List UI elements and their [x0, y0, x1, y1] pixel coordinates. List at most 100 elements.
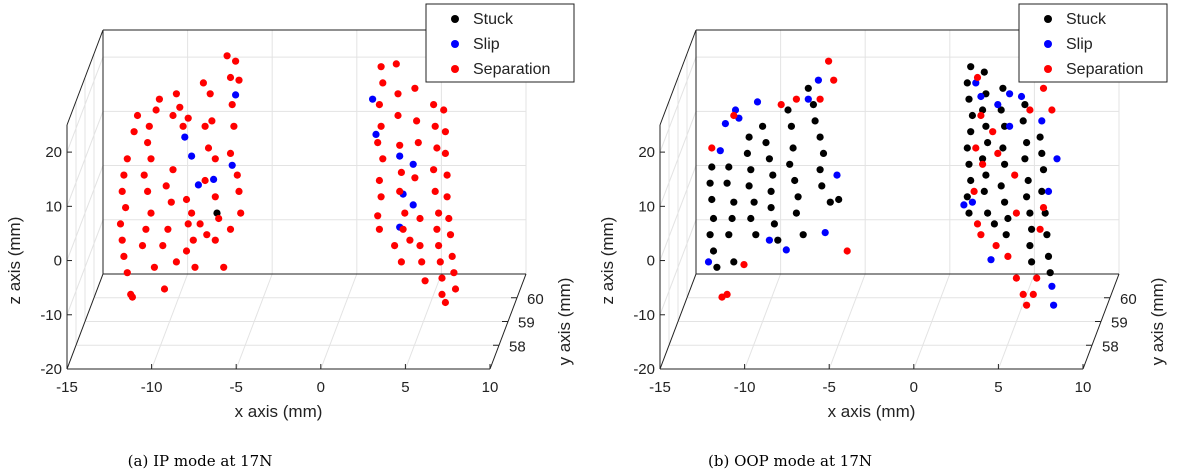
x-tick-label: 0 — [910, 379, 918, 396]
point-stuck — [984, 209, 992, 217]
point-separation — [122, 204, 130, 212]
point-stuck — [997, 106, 1005, 114]
z-tick-label: 20 — [45, 144, 62, 161]
point-stuck — [965, 95, 973, 103]
point-separation — [375, 176, 383, 185]
point-slip — [409, 160, 417, 168]
point-separation — [436, 258, 444, 266]
point-stuck — [745, 133, 753, 141]
point-separation — [142, 225, 150, 233]
point-separation — [708, 144, 716, 152]
point-separation — [374, 212, 382, 220]
x-axis-label: x axis (mm) — [235, 402, 323, 421]
legend-label-stuck: Stuck — [1066, 11, 1107, 28]
y-axis-label: y axis (mm) — [555, 278, 574, 366]
point-separation — [138, 242, 147, 250]
point-slip — [369, 95, 377, 103]
x-tick-label: -15 — [649, 379, 671, 396]
point-stuck — [747, 166, 755, 174]
floor-left-edge — [659, 273, 697, 370]
point-stuck — [1001, 122, 1009, 130]
x-tick-label: -15 — [56, 379, 78, 396]
point-stuck — [774, 236, 782, 244]
point-separation — [446, 231, 455, 239]
point-separation — [233, 171, 241, 179]
y-axis-label: y axis (mm) — [1148, 278, 1167, 366]
y-tick-label: 60 — [527, 291, 544, 308]
point-stuck — [784, 106, 792, 114]
point-slip — [960, 201, 968, 209]
z-tick-label: 0 — [54, 253, 62, 270]
point-stuck — [963, 79, 971, 87]
point-separation — [184, 114, 192, 122]
grid-line-z-side — [659, 165, 697, 261]
point-separation — [203, 231, 211, 239]
point-separation — [718, 293, 726, 301]
point-stuck — [979, 155, 987, 163]
point-stuck — [1038, 149, 1046, 157]
point-slip — [228, 161, 236, 169]
z-tick-label: -10 — [633, 307, 655, 324]
point-stuck — [708, 163, 716, 171]
point-stuck — [809, 101, 818, 109]
x-tick-label: -5 — [230, 379, 243, 396]
point-stuck — [982, 171, 990, 179]
x-tick-label: 10 — [1075, 379, 1092, 396]
point-separation — [443, 171, 451, 179]
point-separation — [164, 225, 172, 233]
point-slip — [232, 91, 240, 99]
panel-oop-mode: -15 -10 -5 0 5 10 -20 -10 0 10 20 58 59 60 x axis (mm)… — [598, 3, 1168, 421]
point-stuck — [725, 231, 733, 239]
point-separation — [377, 63, 385, 71]
point-slip — [372, 130, 380, 138]
point-separation — [440, 106, 448, 114]
series-slip — [704, 76, 1061, 309]
point-slip — [716, 147, 724, 155]
point-separation — [211, 236, 219, 244]
point-separation — [237, 209, 245, 217]
point-slip — [782, 246, 790, 254]
point-separation — [431, 187, 439, 195]
point-separation — [421, 277, 429, 285]
point-stuck — [787, 122, 796, 130]
y-tick-label: 60 — [1120, 291, 1137, 308]
point-separation — [1012, 209, 1021, 217]
point-separation — [159, 242, 167, 250]
point-stuck — [1002, 231, 1010, 239]
point-separation — [1026, 106, 1034, 114]
point-stuck — [728, 214, 736, 223]
point-separation — [401, 209, 409, 217]
y-tick-label: 58 — [1102, 338, 1119, 355]
legend-marker-stuck — [451, 15, 459, 23]
legend-marker-slip — [451, 40, 459, 48]
point-stuck — [811, 117, 819, 125]
point-slip — [731, 106, 740, 114]
point-separation — [377, 122, 385, 130]
point-separation — [394, 111, 402, 120]
point-stuck — [1023, 193, 1031, 201]
point-slip — [994, 101, 1002, 109]
series-slip — [181, 91, 417, 231]
point-slip — [968, 198, 977, 206]
point-separation — [451, 285, 460, 293]
grid-line-z-side — [66, 219, 104, 315]
grid-line-z-side — [659, 111, 697, 207]
point-separation — [392, 60, 400, 68]
x-tick-label: 0 — [317, 379, 325, 396]
point-stuck — [999, 144, 1007, 152]
point-separation — [1019, 290, 1027, 298]
point-separation — [199, 79, 207, 87]
point-separation — [150, 263, 158, 271]
point-stuck — [769, 171, 777, 179]
point-separation — [191, 263, 199, 271]
point-stuck — [791, 176, 799, 185]
point-stuck — [819, 149, 828, 157]
point-stuck — [835, 195, 843, 204]
point-separation — [211, 193, 219, 201]
point-separation — [450, 269, 458, 277]
point-separation — [1039, 204, 1048, 212]
point-separation — [179, 122, 187, 130]
point-separation — [226, 149, 235, 157]
point-separation — [825, 57, 833, 65]
point-separation — [196, 220, 204, 228]
